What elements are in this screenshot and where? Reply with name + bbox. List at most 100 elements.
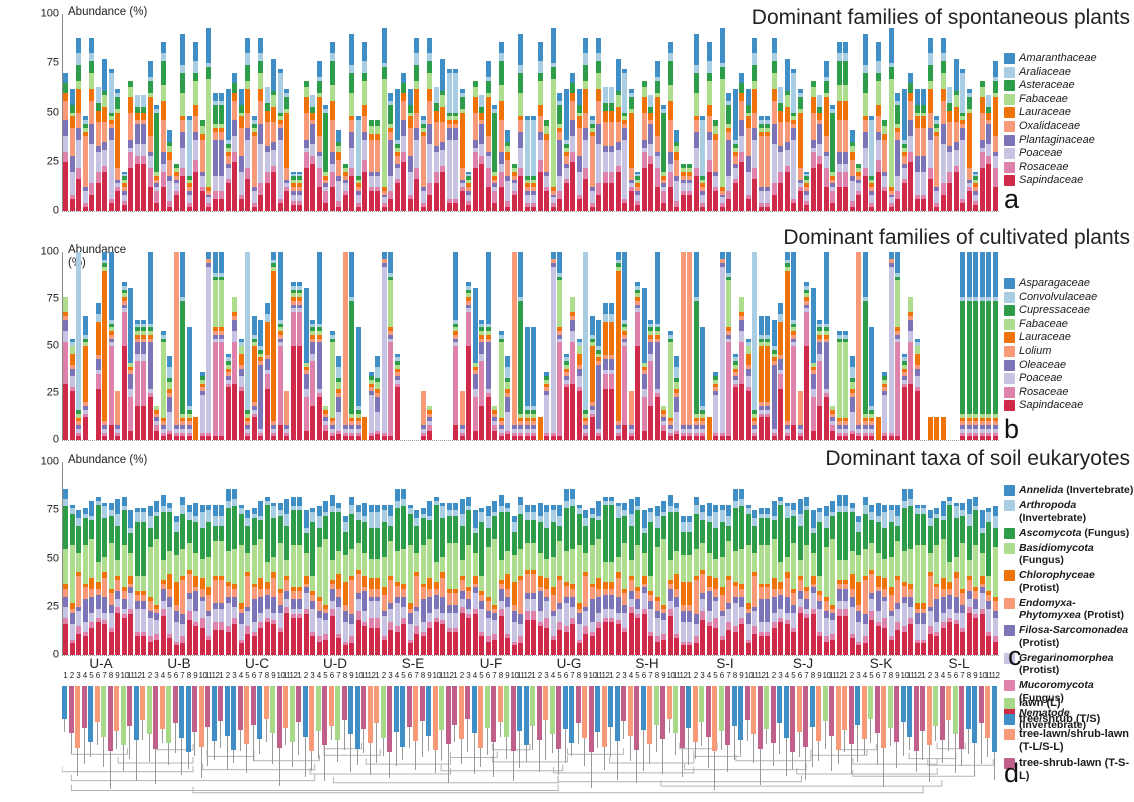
bar-segment xyxy=(758,203,764,208)
bar-segment xyxy=(628,514,634,526)
bar-segment xyxy=(355,120,361,176)
bar-segment xyxy=(277,203,283,211)
bar-segment xyxy=(219,342,224,437)
bar-segment xyxy=(635,599,640,609)
bar-segment xyxy=(427,597,432,613)
bar-segment xyxy=(609,171,614,184)
bar-segment xyxy=(362,610,367,623)
leaf-bar xyxy=(439,686,444,730)
legend-item: Araliaceae xyxy=(1004,66,1097,80)
bar-segment xyxy=(336,389,341,394)
bar-segment xyxy=(648,406,653,440)
bar-segment xyxy=(336,550,341,574)
bar-segment xyxy=(225,508,231,551)
bar-segment xyxy=(797,179,803,184)
bar-segment xyxy=(349,417,354,422)
bar-segment xyxy=(778,102,783,111)
bar-segment xyxy=(700,175,705,180)
stacked-bar xyxy=(908,462,913,655)
bar-segment xyxy=(934,508,939,515)
bar-segment xyxy=(869,504,874,513)
replicate-number: 2 xyxy=(381,671,386,680)
leaf-stem xyxy=(64,719,65,733)
stacked-bar xyxy=(843,14,848,211)
bar-segment xyxy=(472,81,478,87)
bar-segment xyxy=(355,512,361,520)
bar-segment xyxy=(427,430,432,440)
leaf-stem xyxy=(558,748,559,776)
bar-segment xyxy=(797,428,803,433)
bar-segment xyxy=(771,88,777,101)
stacked-bar xyxy=(856,14,861,211)
bar-segment xyxy=(823,393,829,397)
bar-segment xyxy=(427,577,432,590)
bar-segment xyxy=(921,171,926,196)
bar-segment xyxy=(635,506,640,511)
bar-segment xyxy=(622,589,627,594)
bar-segment xyxy=(108,604,114,613)
replicate-number: 8 xyxy=(498,671,503,680)
bar-segment xyxy=(648,124,653,145)
bar-segment xyxy=(76,633,81,655)
bar-segment xyxy=(310,631,315,636)
bar-segment xyxy=(160,53,166,62)
bar-segment xyxy=(596,195,601,211)
bar-segment xyxy=(888,616,894,636)
bar-segment xyxy=(771,124,777,145)
stacked-bar xyxy=(63,252,68,440)
bar-segment xyxy=(719,259,725,264)
bar-segment xyxy=(693,120,699,133)
bar-segment xyxy=(667,334,673,339)
dendrogram-leaf xyxy=(218,686,223,796)
bar-segment xyxy=(576,104,582,113)
bar-segment xyxy=(537,41,543,62)
bar-segment xyxy=(95,110,101,123)
bar-segment xyxy=(674,573,679,590)
stacked-bar xyxy=(992,462,998,655)
bar-segment xyxy=(277,128,283,141)
bar-segment xyxy=(596,183,601,196)
bar-segment xyxy=(505,589,510,598)
bar-segment xyxy=(95,314,101,322)
leaf-bar xyxy=(159,686,165,729)
bar-segment xyxy=(134,521,140,576)
stacked-bar xyxy=(453,462,458,655)
bar-segment xyxy=(472,527,478,534)
bar-segment xyxy=(778,562,783,582)
bar-segment xyxy=(680,183,686,192)
dendrogram-leaf xyxy=(640,686,646,796)
bar-segment xyxy=(349,167,354,176)
bar-segment xyxy=(505,550,510,574)
bar-segment xyxy=(843,589,848,601)
bar-segment xyxy=(485,618,491,636)
bar-segment xyxy=(726,622,731,630)
bar-segment xyxy=(388,104,393,125)
leaf-bar xyxy=(380,686,386,738)
bar-segment xyxy=(167,633,172,638)
bar-segment xyxy=(147,641,153,655)
bar-segment xyxy=(810,552,816,576)
bar-segment xyxy=(875,610,881,623)
bar-segment xyxy=(414,167,419,180)
bar-segment xyxy=(531,425,536,429)
bar-segment xyxy=(836,342,842,418)
bar-segment xyxy=(459,560,465,576)
bar-segment xyxy=(674,434,679,440)
bar-segment xyxy=(661,108,666,113)
bar-segment xyxy=(934,136,939,188)
bar-segment xyxy=(713,589,718,598)
bar-segment xyxy=(836,608,842,617)
bar-segment xyxy=(888,266,894,433)
bar-segment xyxy=(570,330,575,343)
bar-segment xyxy=(940,597,946,613)
bar-segment xyxy=(609,314,614,322)
leaf-bar xyxy=(621,686,626,722)
bar-segment xyxy=(95,370,101,375)
bar-segment xyxy=(862,436,868,440)
bar-segment xyxy=(310,120,315,125)
bar-segment xyxy=(914,612,920,625)
panel-a-ylabel: Abundance (%) xyxy=(68,6,148,18)
bar-segment xyxy=(394,155,400,164)
bar-segment xyxy=(576,391,582,440)
bar-segment xyxy=(797,436,803,440)
